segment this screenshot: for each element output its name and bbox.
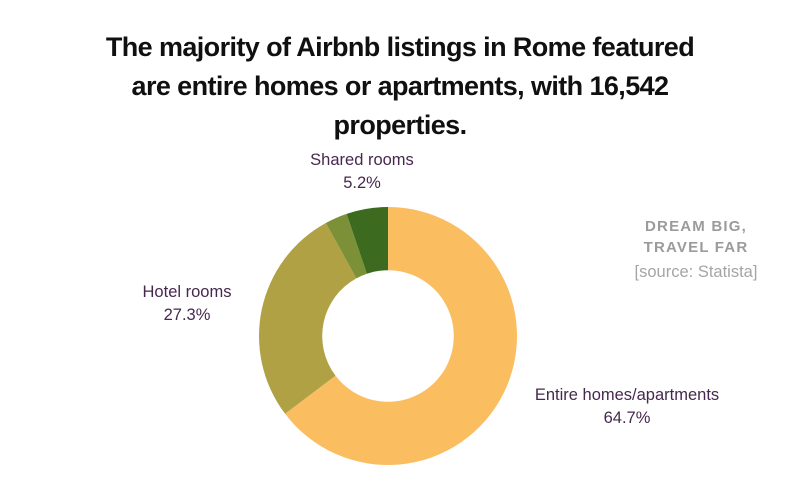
label-shared-rooms: Shared rooms 5.2% (262, 149, 462, 195)
label-shared-rooms-name: Shared rooms (310, 151, 414, 169)
donut-segment-unlabeled-2 (325, 213, 367, 279)
brand-logo-line2: TRAVEL FAR (643, 239, 749, 256)
label-hotel-rooms-pct: 27.3% (163, 306, 211, 324)
donut-segment-shared-rooms (346, 207, 388, 274)
label-hotel-rooms-name: Hotel rooms (142, 283, 232, 301)
label-entire-homes-name: Entire homes/apartments (534, 386, 720, 404)
chart-title: The majority of Airbnb listings in Rome … (0, 28, 800, 145)
chart-title-line: are entire homes or apartments, with 16,… (131, 71, 670, 101)
chart-title-line: properties. (333, 110, 468, 140)
label-hotel-rooms: Hotel rooms 27.3% (87, 281, 287, 327)
donut-segment-hotel-rooms (259, 222, 357, 414)
label-shared-rooms-pct: 5.2% (343, 174, 381, 192)
donut-segment-entire-homes-apartments (285, 207, 518, 465)
source-credit: [source: Statista] (634, 263, 758, 281)
label-entire-homes: Entire homes/apartments 64.7% (497, 384, 757, 430)
brand-logo-line1: DREAM BIG, (645, 218, 747, 235)
label-entire-homes-pct: 64.7% (603, 409, 651, 427)
donut-chart (258, 206, 518, 466)
brand-logo: DREAM BIG, TRAVEL FAR [source: Statista] (591, 216, 800, 283)
donut-chart-svg (259, 207, 518, 465)
chart-title-line: The majority of Airbnb listings in Rome … (105, 32, 695, 62)
